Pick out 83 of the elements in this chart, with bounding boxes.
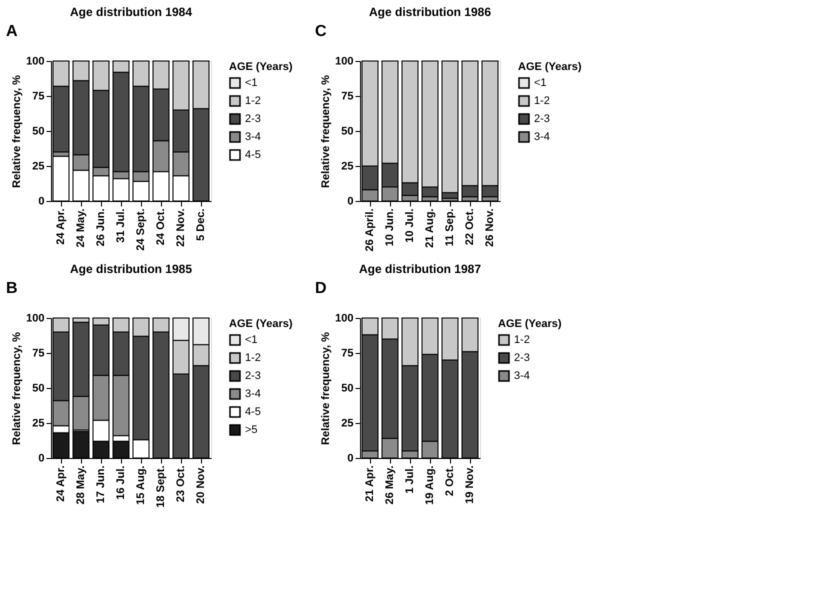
x-tick-label: 26 Nov. — [484, 208, 496, 247]
legend-title: AGE (Years) — [229, 318, 293, 330]
x-tick-label: 26 April. — [364, 208, 376, 252]
legend-title: AGE (Years) — [229, 61, 293, 73]
y-tick-label: 50 — [32, 126, 44, 138]
x-tick-label: 24 Sept. — [135, 208, 147, 251]
chart-title: Age distribution 1986 — [368, 5, 492, 19]
x-tick-label: 18 Sept. — [155, 466, 167, 508]
x-tick-label: 1 Jul. — [404, 466, 416, 494]
y-tick-label: 0 — [38, 196, 44, 208]
legend-label: 3-4 — [534, 131, 550, 143]
y-axis-title: Relative frequency, % — [320, 332, 332, 445]
x-tick-label: 15 Aug. — [135, 466, 147, 505]
y-tick-label: 100 — [26, 56, 44, 68]
x-tick-label: 10 Jun. — [384, 208, 396, 246]
y-tick-label: 25 — [341, 160, 354, 172]
legend-label: 4-5 — [245, 149, 261, 161]
x-tick-label: 11 Sep. — [444, 208, 456, 246]
legend-label: 3-4 — [245, 131, 261, 143]
legend-label: 1-2 — [245, 95, 261, 107]
legend-label: >5 — [245, 424, 258, 436]
x-tick-label: 20 Nov. — [195, 466, 207, 504]
legend-label: 2-3 — [245, 370, 261, 382]
legend-label: 3-4 — [514, 370, 530, 382]
legend-label: 1-2 — [245, 352, 261, 364]
legend-label: 3-4 — [245, 388, 261, 400]
y-tick-label: 100 — [26, 312, 44, 324]
x-tick-label: 28 May. — [75, 466, 87, 504]
legend-label: 2-3 — [534, 113, 550, 125]
x-tick-label: 22 Nov. — [175, 208, 187, 247]
y-axis-title: Relative frequency, % — [11, 332, 24, 445]
y-tick-label: 50 — [341, 126, 354, 138]
chart-title: Age distribution 1984 — [70, 5, 192, 19]
x-tick-label: 19 Aug. — [424, 466, 436, 505]
y-axis-title: Relative frequency, % — [11, 74, 24, 188]
y-tick-label: 50 — [32, 382, 44, 394]
legend-label: 2-3 — [245, 113, 261, 125]
x-tick-label: 2 Oct. — [444, 466, 456, 496]
legend-label: <1 — [245, 77, 258, 89]
y-tick-label: 25 — [32, 160, 44, 172]
y-axis-title: Relative frequency, % — [320, 74, 332, 188]
legend-title: AGE (Years) — [498, 318, 562, 330]
text: C — [315, 23, 327, 40]
x-tick-label: 24 Apr. — [55, 208, 67, 245]
y-tick-label: 75 — [341, 90, 354, 102]
x-tick-label: 31 Jul. — [115, 208, 127, 243]
x-tick-label: 23 Oct. — [175, 466, 187, 502]
legend-label: 1-2 — [514, 334, 530, 346]
x-tick-label: 21 Apr. — [364, 466, 376, 502]
y-tick-label: 25 — [341, 418, 354, 430]
text: A — [6, 23, 18, 40]
text: D — [315, 280, 327, 297]
y-tick-label: 100 — [335, 312, 354, 324]
legend-label: 2-3 — [514, 352, 530, 364]
x-tick-label: 24 May. — [75, 208, 87, 248]
legend-label: <1 — [245, 334, 258, 346]
x-tick-label: 21 Aug. — [424, 208, 436, 248]
x-tick-label: 19 Nov. — [464, 466, 476, 504]
legend-label: 1-2 — [534, 95, 550, 107]
y-tick-label: 75 — [32, 348, 44, 360]
chart-title: Age distribution 1987 — [358, 262, 482, 276]
y-tick-label: 0 — [347, 196, 354, 208]
y-tick-label: 25 — [32, 418, 44, 430]
x-tick-label: 10 Jul. — [404, 208, 416, 243]
x-tick-label: 5 Dec. — [195, 208, 207, 241]
y-tick-label: 75 — [341, 348, 354, 360]
x-tick-label: 26 May. — [384, 466, 396, 504]
x-tick-label: 22 Oct. — [464, 208, 476, 246]
chart-title: Age distribution 1985 — [70, 262, 192, 276]
y-tick-label: 0 — [38, 452, 44, 464]
legend-label: <1 — [534, 77, 547, 89]
x-tick-label: 26 Jun. — [95, 208, 107, 246]
x-tick-label: 24 Oct. — [155, 208, 167, 246]
legend-label: 4-5 — [245, 406, 261, 418]
y-tick-label: 0 — [347, 452, 354, 464]
text: B — [6, 280, 18, 297]
x-tick-label: 24 Apr. — [55, 466, 67, 502]
legend-title: AGE (Years) — [518, 61, 582, 73]
y-tick-label: 75 — [32, 90, 44, 102]
y-tick-label: 50 — [341, 382, 354, 394]
x-tick-label: 17 Jun. — [95, 466, 107, 504]
x-tick-label: 16 Jul. — [115, 466, 127, 500]
y-tick-label: 100 — [335, 56, 354, 68]
